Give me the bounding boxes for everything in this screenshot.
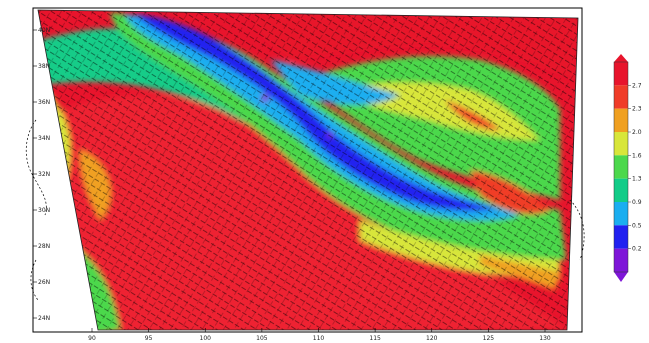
y-tick-label: 34N [38,135,50,142]
x-tick-label: 115 [369,335,381,342]
colorbar-label: 1.6 [632,152,642,159]
coastline [569,199,585,261]
y-tick-label: 32N [38,171,50,178]
colorbar-swatch [614,178,628,202]
colorbar: 2.7 2.3 2.0 1.6 1.3 0.9 0.5 0.2 [613,54,642,282]
wind-speed-field [38,10,578,330]
colorbar-swatch [614,155,628,179]
colorbar-swatch [614,132,628,156]
wind-barbs-secondary [38,10,578,330]
colorbar-label: 1.3 [632,176,642,183]
colorbar-label: 2.0 [632,129,642,136]
x-tick-label: 110 [313,335,325,342]
x-tick-label: 90 [88,335,96,342]
x-tick-label: 95 [145,335,153,342]
colorbar-top-arrow [614,54,628,62]
colorbar-label: 0.9 [632,199,642,206]
x-axis-ticks: 90 95 100 105 110 115 120 125 130 [88,328,551,342]
x-tick-label: 120 [426,335,438,342]
colorbar-swatch [614,248,628,272]
domain-outline [37,9,579,331]
coastline [25,119,47,216]
colorbar-swatch [614,62,628,86]
y-tick-label: 40N [38,27,50,34]
colorbar-swatch [614,85,628,109]
colorbar-label: 2.3 [632,106,642,113]
x-tick-label: 100 [200,335,212,342]
x-tick-label: 130 [539,335,551,342]
y-tick-label: 38N [38,63,50,70]
y-tick-label: 24N [38,315,50,322]
coastline [30,259,39,301]
colorbar-bottom-arrow [614,272,628,282]
y-tick-label: 30N [38,207,50,214]
colorbar-swatch [614,108,628,132]
colorbar-label: 2.7 [632,82,642,89]
colorbar-label: 0.5 [632,222,642,229]
y-axis-ticks: 40N 38N 36N 34N 32N 30N 28N 26N 24N [33,27,50,322]
y-tick-label: 36N [38,99,50,106]
coastlines [25,119,585,301]
y-tick-label: 28N [38,243,50,250]
colorbar-frame [613,61,629,273]
plot-frame [32,7,583,333]
colorbar-label: 0.2 [632,246,642,253]
y-tick-label: 26N [38,279,50,286]
x-tick-label: 125 [483,335,495,342]
x-tick-label: 105 [256,335,268,342]
colorbar-swatch [614,202,628,226]
colorbar-swatch [614,225,628,249]
